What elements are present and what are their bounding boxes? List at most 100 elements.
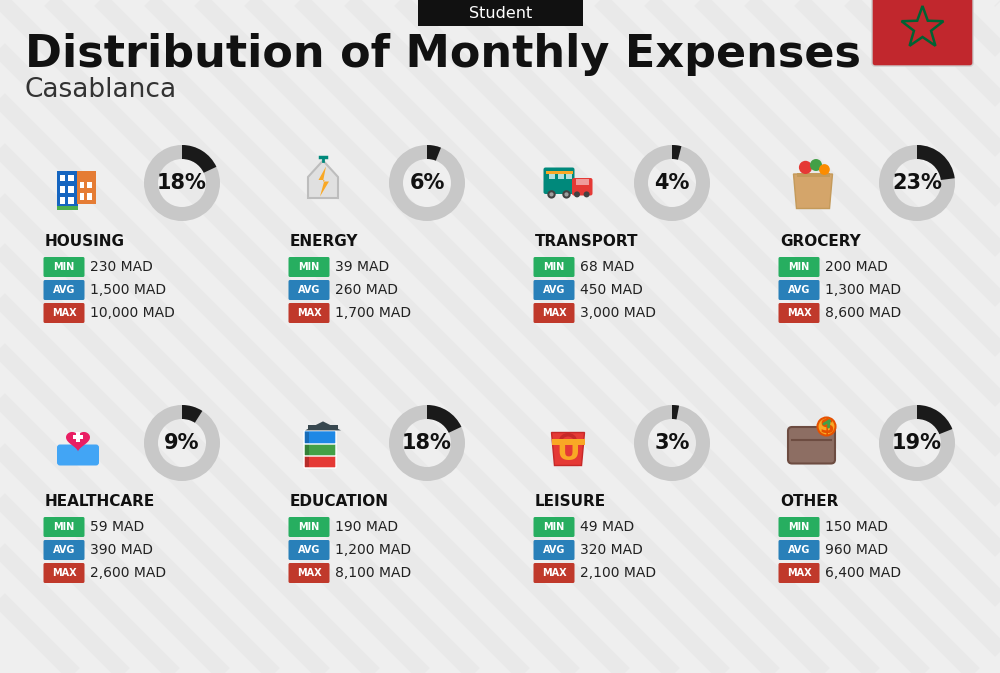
- Bar: [305, 431, 309, 443]
- FancyBboxPatch shape: [44, 540, 84, 560]
- Wedge shape: [144, 405, 220, 481]
- FancyBboxPatch shape: [44, 303, 84, 323]
- FancyBboxPatch shape: [778, 540, 820, 560]
- FancyBboxPatch shape: [534, 563, 574, 583]
- Bar: [60, 174, 65, 181]
- Wedge shape: [672, 405, 679, 419]
- Text: AVG: AVG: [788, 545, 810, 555]
- Text: 150 MAD: 150 MAD: [825, 520, 888, 534]
- Text: 3,000 MAD: 3,000 MAD: [580, 306, 656, 320]
- Text: MIN: MIN: [788, 262, 810, 272]
- Text: 10,000 MAD: 10,000 MAD: [90, 306, 175, 320]
- FancyBboxPatch shape: [288, 540, 330, 560]
- Bar: [308, 425, 338, 431]
- Text: EDUCATION: EDUCATION: [290, 493, 389, 509]
- Text: Casablanca: Casablanca: [25, 77, 177, 103]
- Bar: [558, 172, 564, 178]
- Bar: [57, 207, 78, 210]
- FancyBboxPatch shape: [57, 444, 99, 466]
- FancyBboxPatch shape: [544, 168, 574, 194]
- Text: 960 MAD: 960 MAD: [825, 543, 888, 557]
- Text: MIN: MIN: [788, 522, 810, 532]
- Text: AVG: AVG: [543, 285, 565, 295]
- Wedge shape: [389, 405, 465, 481]
- Bar: [73, 435, 83, 439]
- FancyBboxPatch shape: [534, 540, 574, 560]
- Text: 8,600 MAD: 8,600 MAD: [825, 306, 901, 320]
- Circle shape: [574, 191, 580, 197]
- Text: AVG: AVG: [53, 545, 75, 555]
- Text: AVG: AVG: [298, 545, 320, 555]
- Text: GROCERY: GROCERY: [780, 234, 861, 248]
- Text: HOUSING: HOUSING: [45, 234, 125, 248]
- Text: 3%: 3%: [654, 433, 690, 453]
- Circle shape: [819, 164, 830, 175]
- Text: MAX: MAX: [787, 568, 811, 578]
- Text: 200 MAD: 200 MAD: [825, 260, 888, 274]
- Bar: [87, 193, 92, 199]
- Text: MAX: MAX: [787, 308, 811, 318]
- Text: MAX: MAX: [52, 568, 76, 578]
- Bar: [576, 178, 589, 184]
- FancyBboxPatch shape: [304, 454, 336, 468]
- Text: 6,400 MAD: 6,400 MAD: [825, 566, 901, 580]
- FancyBboxPatch shape: [304, 443, 336, 456]
- Text: MIN: MIN: [298, 522, 320, 532]
- Wedge shape: [672, 145, 681, 160]
- Polygon shape: [66, 432, 90, 452]
- Text: MAX: MAX: [542, 308, 566, 318]
- Bar: [80, 182, 84, 188]
- FancyBboxPatch shape: [44, 517, 84, 537]
- Text: TRANSPORT: TRANSPORT: [535, 234, 639, 248]
- FancyBboxPatch shape: [288, 563, 330, 583]
- FancyBboxPatch shape: [418, 0, 583, 26]
- Text: ENERGY: ENERGY: [290, 234, 358, 248]
- Bar: [566, 172, 572, 178]
- Text: 18%: 18%: [157, 173, 207, 193]
- Bar: [549, 172, 555, 178]
- Text: U: U: [556, 438, 580, 466]
- Text: 260 MAD: 260 MAD: [335, 283, 398, 297]
- Text: MAX: MAX: [297, 568, 321, 578]
- Text: HEALTHCARE: HEALTHCARE: [45, 493, 155, 509]
- Text: AVG: AVG: [788, 285, 810, 295]
- Polygon shape: [305, 421, 341, 431]
- Wedge shape: [634, 405, 710, 481]
- Text: MAX: MAX: [52, 308, 76, 318]
- Bar: [552, 439, 584, 444]
- Text: AVG: AVG: [298, 285, 320, 295]
- Bar: [60, 197, 65, 204]
- Text: Distribution of Monthly Expenses: Distribution of Monthly Expenses: [25, 34, 861, 77]
- Wedge shape: [879, 405, 955, 481]
- Bar: [546, 171, 572, 174]
- Text: MAX: MAX: [542, 568, 566, 578]
- Text: 450 MAD: 450 MAD: [580, 283, 643, 297]
- Text: AVG: AVG: [543, 545, 565, 555]
- Bar: [68, 174, 74, 181]
- Text: 18%: 18%: [402, 433, 452, 453]
- FancyBboxPatch shape: [288, 303, 330, 323]
- Wedge shape: [182, 405, 202, 423]
- Circle shape: [799, 161, 812, 174]
- FancyBboxPatch shape: [534, 280, 574, 300]
- FancyBboxPatch shape: [778, 303, 820, 323]
- Wedge shape: [182, 145, 216, 173]
- Text: 68 MAD: 68 MAD: [580, 260, 634, 274]
- Text: MIN: MIN: [543, 262, 565, 272]
- FancyBboxPatch shape: [288, 517, 330, 537]
- Text: 2,600 MAD: 2,600 MAD: [90, 566, 166, 580]
- FancyBboxPatch shape: [778, 563, 820, 583]
- Bar: [76, 171, 96, 204]
- Text: 4%: 4%: [654, 173, 690, 193]
- Circle shape: [818, 417, 836, 435]
- Text: 6%: 6%: [409, 173, 445, 193]
- FancyBboxPatch shape: [572, 178, 592, 195]
- Wedge shape: [634, 145, 710, 221]
- Circle shape: [562, 190, 571, 199]
- Text: $: $: [819, 417, 834, 437]
- Circle shape: [547, 190, 556, 199]
- Text: MIN: MIN: [53, 262, 75, 272]
- Text: OTHER: OTHER: [780, 493, 838, 509]
- Circle shape: [564, 192, 569, 197]
- Text: 1,300 MAD: 1,300 MAD: [825, 283, 901, 297]
